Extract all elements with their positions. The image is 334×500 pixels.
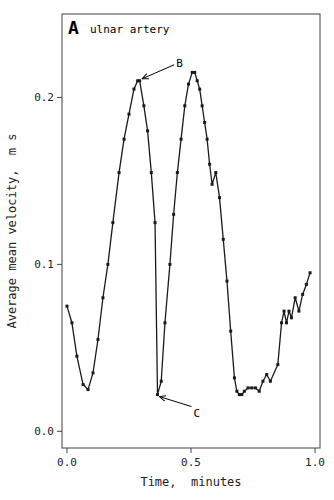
point: [180, 138, 183, 141]
series: [65, 71, 311, 396]
point: [154, 221, 157, 224]
point: [229, 330, 232, 333]
point: [250, 386, 253, 389]
point: [70, 321, 73, 324]
y-tick-label: 0.0: [34, 425, 54, 438]
line: [67, 72, 310, 394]
x-tick: [191, 448, 192, 453]
point: [168, 263, 171, 266]
point: [138, 79, 141, 82]
point: [160, 380, 163, 383]
point: [156, 393, 159, 396]
point: [96, 338, 99, 341]
point: [87, 388, 90, 391]
point: [285, 321, 288, 324]
point: [142, 104, 145, 107]
point: [265, 373, 268, 376]
x-tick-label: 1.0: [305, 456, 325, 469]
point: [123, 138, 126, 141]
point: [283, 310, 286, 313]
point: [276, 363, 279, 366]
point: [132, 88, 135, 91]
x-tick-label: 0.0: [57, 456, 77, 469]
y-tick-label: 0.1: [34, 258, 54, 271]
point: [309, 271, 312, 274]
annotations: BC: [142, 57, 200, 420]
y-tick: [57, 431, 62, 432]
point: [92, 371, 95, 374]
point: [269, 380, 272, 383]
point: [254, 386, 257, 389]
point: [196, 79, 199, 82]
point: [101, 296, 104, 299]
point: [235, 390, 238, 393]
point: [75, 355, 78, 358]
point: [258, 390, 261, 393]
x-tick-label: 0.5: [181, 456, 201, 469]
point: [118, 171, 121, 174]
point: [305, 283, 308, 286]
annotation-label: B: [176, 57, 183, 70]
annotation-arrow: [160, 397, 192, 407]
x-axis-label: Time, minutes: [140, 475, 241, 489]
point: [290, 316, 293, 319]
point: [201, 104, 204, 107]
point: [203, 121, 206, 124]
point: [211, 183, 214, 186]
annotation-label: C: [194, 407, 201, 420]
point: [214, 171, 217, 174]
point: [240, 393, 243, 396]
point: [297, 310, 300, 313]
point: [247, 386, 250, 389]
point: [65, 305, 68, 308]
plot-frame: [62, 14, 320, 448]
point: [208, 163, 211, 166]
point: [82, 383, 85, 386]
point: [146, 129, 149, 132]
point: [193, 71, 196, 74]
point: [243, 390, 246, 393]
point: [280, 321, 283, 324]
y-tick: [57, 97, 62, 98]
point: [294, 296, 297, 299]
point: [183, 104, 186, 107]
point: [301, 293, 304, 296]
subtitle: ulnar artery: [90, 23, 170, 36]
point: [163, 321, 166, 324]
y-tick: [57, 264, 62, 265]
x-tick: [66, 448, 67, 453]
chart: 0.0 0.5 1.0 0.0 0.1 0.2 Time, minutes Average m…: [0, 0, 334, 500]
y-axis-label: Average mean velocity, m s: [5, 133, 19, 328]
point: [218, 196, 221, 199]
point: [150, 171, 153, 174]
y-tick-label: 0.2: [34, 91, 54, 104]
point: [127, 113, 130, 116]
point: [176, 171, 179, 174]
title: A: [68, 17, 79, 38]
x-tick: [315, 448, 316, 453]
point: [187, 83, 190, 86]
point: [198, 88, 201, 91]
point: [106, 263, 109, 266]
annotation-arrow: [142, 65, 174, 79]
point: [222, 238, 225, 241]
point: [111, 221, 114, 224]
point: [225, 280, 228, 283]
point: [233, 376, 236, 379]
point: [206, 138, 209, 141]
point: [261, 380, 264, 383]
point: [287, 310, 290, 313]
point: [172, 213, 175, 216]
